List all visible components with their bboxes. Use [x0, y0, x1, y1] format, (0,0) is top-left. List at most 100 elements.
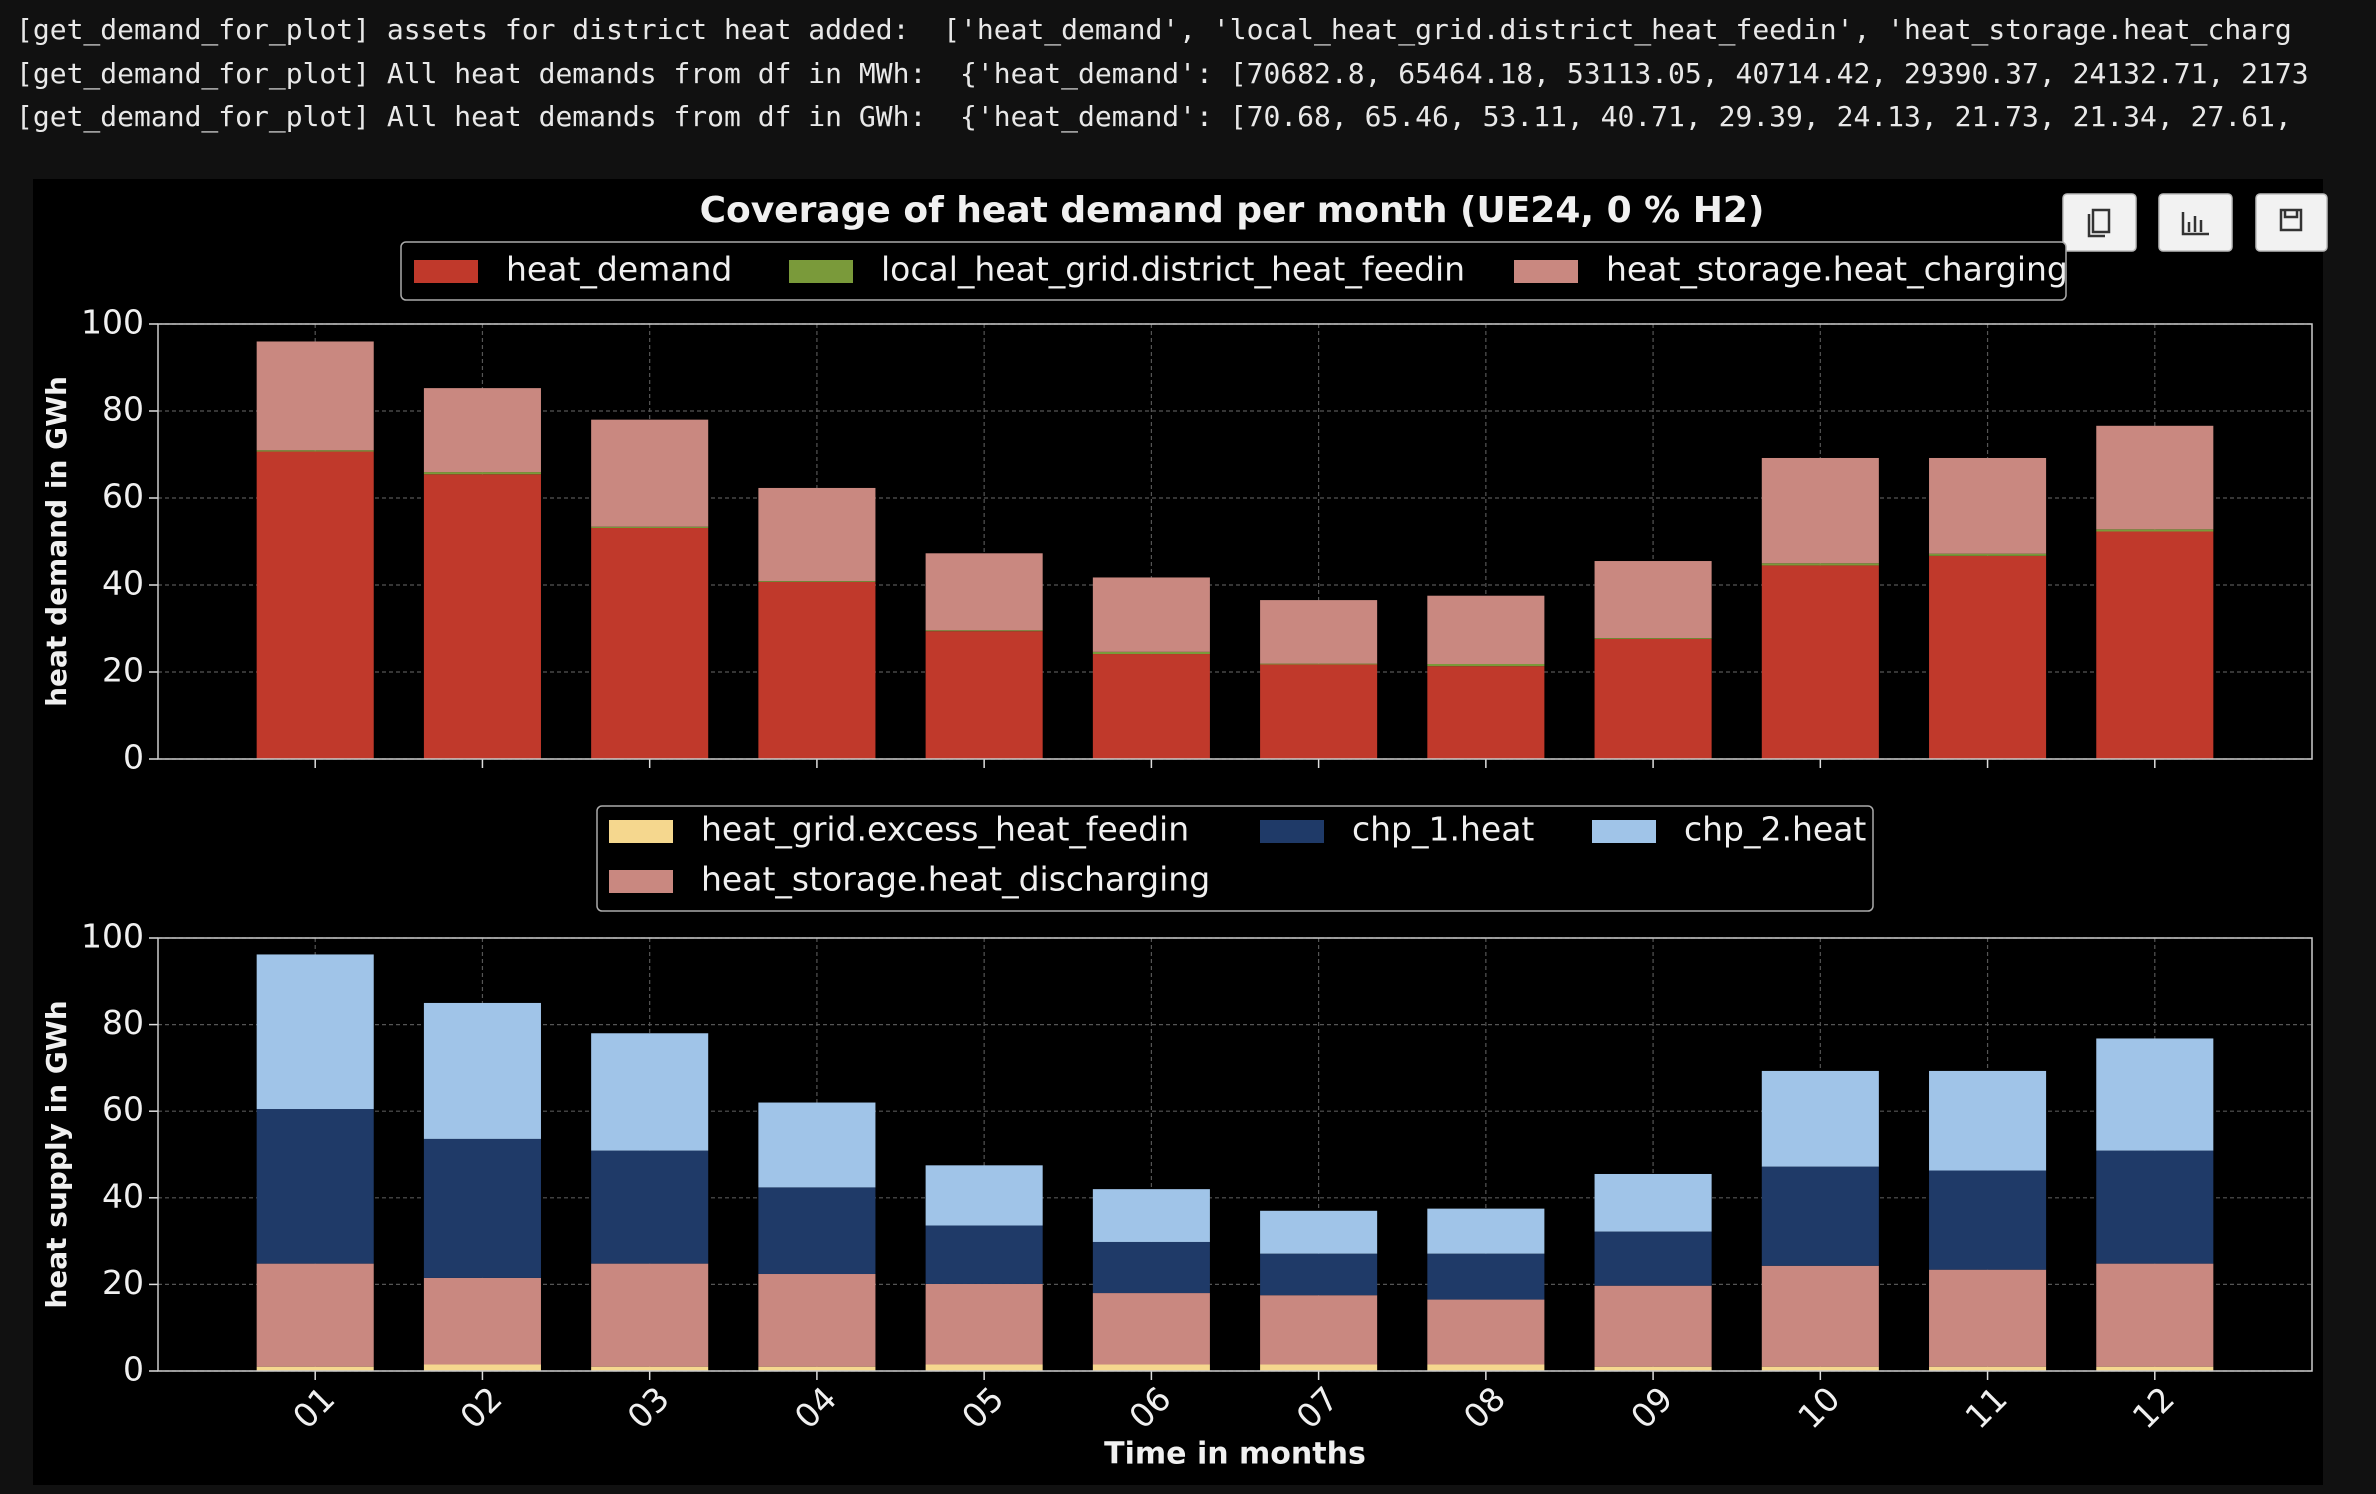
bar	[256, 1366, 374, 1371]
bar	[1761, 457, 1879, 564]
bar	[591, 419, 709, 527]
legend-box	[400, 241, 2067, 301]
bar	[2096, 425, 2214, 530]
bar	[758, 487, 876, 582]
bar	[1427, 666, 1545, 759]
save-button[interactable]	[2255, 193, 2328, 252]
y-tick-label: 100	[81, 303, 144, 342]
x-axis-label: Time in months	[1104, 1437, 1366, 1472]
bar	[1929, 457, 2047, 554]
bar	[2096, 529, 2214, 532]
legend-label: local_heat_grid.district_heat_feedin	[881, 250, 1465, 289]
bar	[925, 1283, 1043, 1365]
bar	[1427, 1208, 1545, 1254]
bar	[256, 450, 374, 452]
copy-button[interactable]	[2062, 193, 2137, 252]
chart-title: Coverage of heat demand per month (UE24,…	[700, 190, 1765, 231]
legend-label: chp_1.heat	[1352, 810, 1534, 849]
console-line: [get_demand_for_plot] All heat demands f…	[16, 56, 2309, 90]
bar	[1092, 577, 1210, 652]
y-tick-label: 0	[123, 738, 144, 777]
bar	[925, 1225, 1043, 1284]
bar	[423, 1364, 541, 1371]
y-axis-label: heat demand in GWh	[40, 376, 73, 707]
bar	[591, 526, 709, 528]
bar	[925, 553, 1043, 631]
bar	[758, 581, 876, 582]
bar	[758, 1187, 876, 1275]
bar	[1929, 1269, 2047, 1367]
bar	[423, 1277, 541, 1365]
bar	[1092, 654, 1210, 759]
y-tick-label: 20	[102, 1263, 144, 1302]
bar	[925, 630, 1043, 632]
bar	[758, 1102, 876, 1188]
y-tick-label: 60	[102, 477, 144, 516]
legend-swatch	[609, 870, 673, 893]
console-line: [get_demand_for_plot] All heat demands f…	[16, 100, 2292, 133]
bar	[1594, 1366, 1712, 1371]
bar	[1260, 1364, 1378, 1371]
legend-label: chp_2.heat	[1684, 810, 1866, 849]
bar	[591, 527, 709, 759]
axes-frame	[157, 323, 2313, 760]
bar	[758, 581, 876, 759]
bar	[2096, 1038, 2214, 1151]
legend-label: heat_grid.excess_heat_feedin	[701, 810, 1189, 849]
bar	[423, 388, 541, 473]
bar	[1092, 1293, 1210, 1365]
bar	[423, 474, 541, 759]
bar	[423, 472, 541, 475]
bar	[2096, 1263, 2214, 1367]
legend-label: heat_demand	[506, 250, 732, 289]
y-tick-label: 0	[123, 1350, 144, 1389]
console-output: [get_demand_for_plot] assets for distric…	[16, 8, 2376, 139]
bar	[925, 1165, 1043, 1226]
bar	[1092, 1364, 1210, 1371]
y-tick-label: 80	[102, 1003, 144, 1042]
bar	[1427, 663, 1545, 667]
toolbar	[2062, 193, 2328, 252]
bar	[2096, 1366, 2214, 1371]
bar	[1761, 1265, 1879, 1367]
chart-button[interactable]	[2158, 193, 2233, 252]
bar	[925, 631, 1043, 759]
bar	[758, 1274, 876, 1367]
axes-frame	[157, 937, 2313, 1372]
bar	[1260, 1295, 1378, 1365]
bar	[1260, 663, 1378, 665]
bar	[1929, 555, 2047, 759]
bar	[256, 1263, 374, 1367]
legend-label: heat_storage.heat_charging	[1606, 250, 2068, 289]
y-tick-label: 100	[81, 917, 144, 956]
legend-label: heat_storage.heat_discharging	[701, 860, 1210, 899]
y-tick-label: 60	[102, 1090, 144, 1129]
bar	[1594, 638, 1712, 639]
legend-swatch	[609, 820, 673, 843]
bar	[1929, 1070, 2047, 1171]
legend-swatch	[1514, 260, 1578, 283]
bar	[1594, 1173, 1712, 1232]
bar	[1260, 1253, 1378, 1296]
legend-swatch	[1592, 820, 1656, 843]
bar	[1761, 563, 1879, 566]
y-tick-label: 40	[102, 1176, 144, 1215]
bar	[1594, 1285, 1712, 1367]
bar	[256, 341, 374, 451]
bar	[256, 451, 374, 759]
y-tick-label: 80	[102, 390, 144, 429]
bar	[591, 1366, 709, 1371]
bar	[1594, 1231, 1712, 1286]
bar	[2096, 531, 2214, 759]
bar	[758, 1366, 876, 1371]
bar	[1260, 1210, 1378, 1254]
bar	[591, 1033, 709, 1151]
bar	[1594, 638, 1712, 759]
legend-swatch	[1260, 820, 1324, 843]
bar	[1929, 553, 2047, 556]
y-tick-label: 40	[102, 564, 144, 603]
bar	[1761, 1366, 1879, 1371]
bar	[591, 1150, 709, 1264]
